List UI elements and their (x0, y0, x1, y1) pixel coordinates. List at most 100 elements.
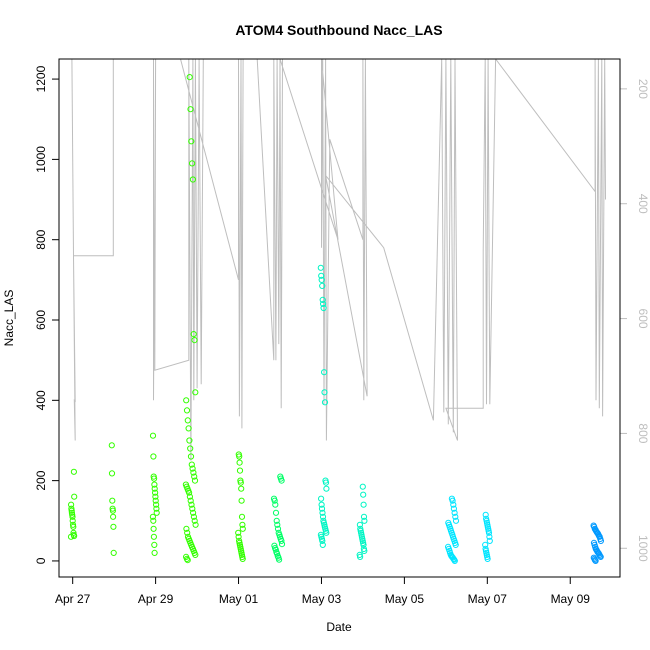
data-point (445, 519, 452, 526)
x-tick-label: Apr 27 (55, 592, 91, 606)
x-tick-label: May 05 (385, 592, 425, 606)
data-point (188, 501, 195, 508)
right-tick-label: 200 (636, 79, 650, 99)
x-axis-label: Date (326, 620, 352, 634)
data-point (482, 541, 489, 549)
data-point (192, 389, 199, 396)
data-point (360, 491, 367, 498)
data-point (152, 493, 159, 500)
data-point (236, 537, 243, 545)
data-point (150, 525, 157, 532)
data-point (189, 505, 196, 512)
x-tick-label: May 07 (468, 592, 508, 606)
x-tick-label: May 09 (551, 592, 591, 606)
data-point (317, 264, 324, 271)
data-point (149, 513, 156, 520)
data-point (68, 505, 75, 512)
data-point (272, 509, 280, 516)
data-point (183, 553, 190, 561)
y-tick-label: 600 (34, 310, 48, 330)
data-point (321, 369, 328, 376)
data-point (359, 483, 366, 490)
data-point (590, 554, 597, 561)
data-point (151, 481, 158, 488)
data-point (590, 522, 597, 529)
data-point (110, 523, 117, 530)
data-point (110, 513, 117, 520)
data-point (590, 539, 598, 547)
data-point (187, 445, 194, 452)
data-point (110, 549, 117, 557)
data-point (186, 437, 193, 444)
y-tick-label: 200 (34, 470, 48, 490)
data-point (191, 337, 198, 344)
right-tick-label: 800 (636, 423, 650, 443)
chart-title: ATOM4 Southbound Nacc_LAS (235, 22, 442, 38)
data-point (188, 461, 195, 468)
data-point (270, 495, 278, 502)
plot-frame (58, 58, 621, 578)
data-point (68, 501, 75, 508)
data-point (448, 495, 455, 502)
data-point (237, 477, 244, 484)
data-point (184, 557, 191, 564)
data-point (150, 533, 157, 540)
data-point (152, 497, 159, 504)
data-point (272, 501, 279, 508)
data-point (318, 501, 325, 508)
data-point (482, 511, 489, 518)
data-point (321, 389, 328, 396)
data-point (108, 442, 115, 449)
data-point (69, 521, 77, 528)
data-point (320, 300, 327, 307)
data-point (319, 509, 326, 516)
data-point (318, 505, 326, 512)
x-tick-label: May 01 (219, 592, 259, 606)
altitude-trace-layer (71, 59, 606, 461)
data-point (153, 501, 160, 508)
data-point (68, 509, 76, 516)
data-point (188, 138, 195, 145)
data-point (321, 399, 329, 406)
data-point (69, 517, 76, 524)
data-point (360, 545, 367, 553)
data-point (360, 501, 367, 508)
x-tick-label: Apr 29 (138, 592, 174, 606)
data-point (70, 468, 78, 475)
y-tick-label: 400 (34, 390, 48, 410)
data-point (153, 505, 160, 512)
data-point (187, 497, 194, 504)
data-point (360, 513, 368, 520)
data-point (190, 331, 197, 338)
data-point (273, 549, 280, 556)
data-point (318, 272, 325, 279)
right-tick-label: 600 (636, 309, 650, 329)
data-point (277, 473, 284, 480)
data-point (274, 521, 281, 528)
data-point (191, 473, 198, 480)
data-point (71, 493, 78, 500)
data-point (275, 529, 282, 536)
data-point (186, 74, 193, 81)
data-point (356, 551, 363, 559)
data-point (317, 531, 324, 538)
data-point (184, 417, 191, 424)
data-point (356, 521, 363, 528)
right-tick-label: 1000 (636, 535, 650, 562)
data-point (152, 489, 159, 496)
data-point (108, 470, 116, 477)
data-point (150, 453, 157, 460)
data-point (320, 517, 327, 524)
data-point (319, 513, 327, 520)
data-point (183, 525, 190, 532)
data-point (319, 282, 326, 289)
data-point (357, 525, 364, 532)
data-point (183, 407, 191, 414)
y-tick-label: 1000 (34, 146, 48, 173)
data-point (486, 533, 493, 540)
data-point (151, 485, 158, 492)
data-point (187, 453, 195, 460)
data-point (151, 541, 158, 549)
y-tick-label: 1200 (34, 65, 48, 92)
